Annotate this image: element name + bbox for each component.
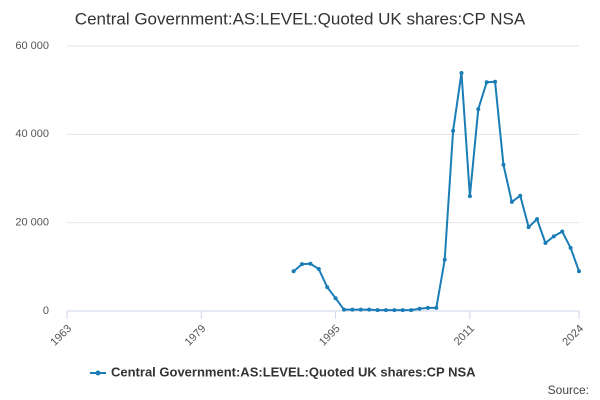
data-point (551, 234, 556, 239)
x-tick-label: 1995 (317, 323, 343, 349)
data-point (442, 257, 447, 262)
data-point (560, 229, 565, 234)
data-point (300, 262, 305, 267)
data-point (459, 70, 464, 75)
data-point (409, 308, 414, 313)
data-point (493, 79, 498, 84)
data-point (577, 269, 581, 274)
data-point (476, 107, 481, 112)
y-tick-label: 0 (43, 305, 49, 317)
data-point (291, 269, 296, 274)
y-tick-label: 40 000 (15, 128, 49, 140)
data-point (434, 305, 439, 310)
legend-label: Central Government:AS:LEVEL:Quoted UK sh… (111, 364, 476, 379)
data-point (308, 261, 313, 266)
series-line (292, 72, 580, 312)
x-tick-label: 1979 (183, 323, 209, 349)
data-point (484, 80, 489, 85)
y-tick-label: 20 000 (15, 217, 49, 229)
legend-swatch-dot (95, 370, 101, 376)
data-point (543, 240, 548, 245)
x-tick-label: 1963 (48, 323, 74, 349)
data-point (417, 306, 422, 311)
data-point (350, 307, 355, 312)
data-point (425, 305, 430, 310)
data-point (341, 307, 346, 312)
data-point (392, 308, 397, 313)
x-tick-label: 2011 (452, 323, 477, 348)
data-point (367, 307, 372, 312)
data-point (358, 307, 363, 312)
data-point (316, 267, 321, 272)
data-point (467, 194, 472, 199)
data-point (518, 193, 523, 198)
data-point (383, 308, 388, 313)
data-point (451, 128, 456, 133)
data-point (526, 225, 531, 230)
data-point (325, 285, 330, 290)
y-tick-label: 60 000 (15, 40, 49, 52)
data-point (400, 308, 405, 313)
data-point (501, 162, 506, 167)
data-point (375, 308, 380, 313)
data-point (509, 199, 514, 204)
data-point (333, 296, 338, 301)
x-tick-label: 2024 (560, 323, 586, 349)
data-point (535, 217, 540, 222)
source: Source: (548, 383, 589, 397)
chart-title: Central Government:AS:LEVEL:Quoted UK sh… (75, 9, 526, 28)
data-point (568, 245, 573, 250)
